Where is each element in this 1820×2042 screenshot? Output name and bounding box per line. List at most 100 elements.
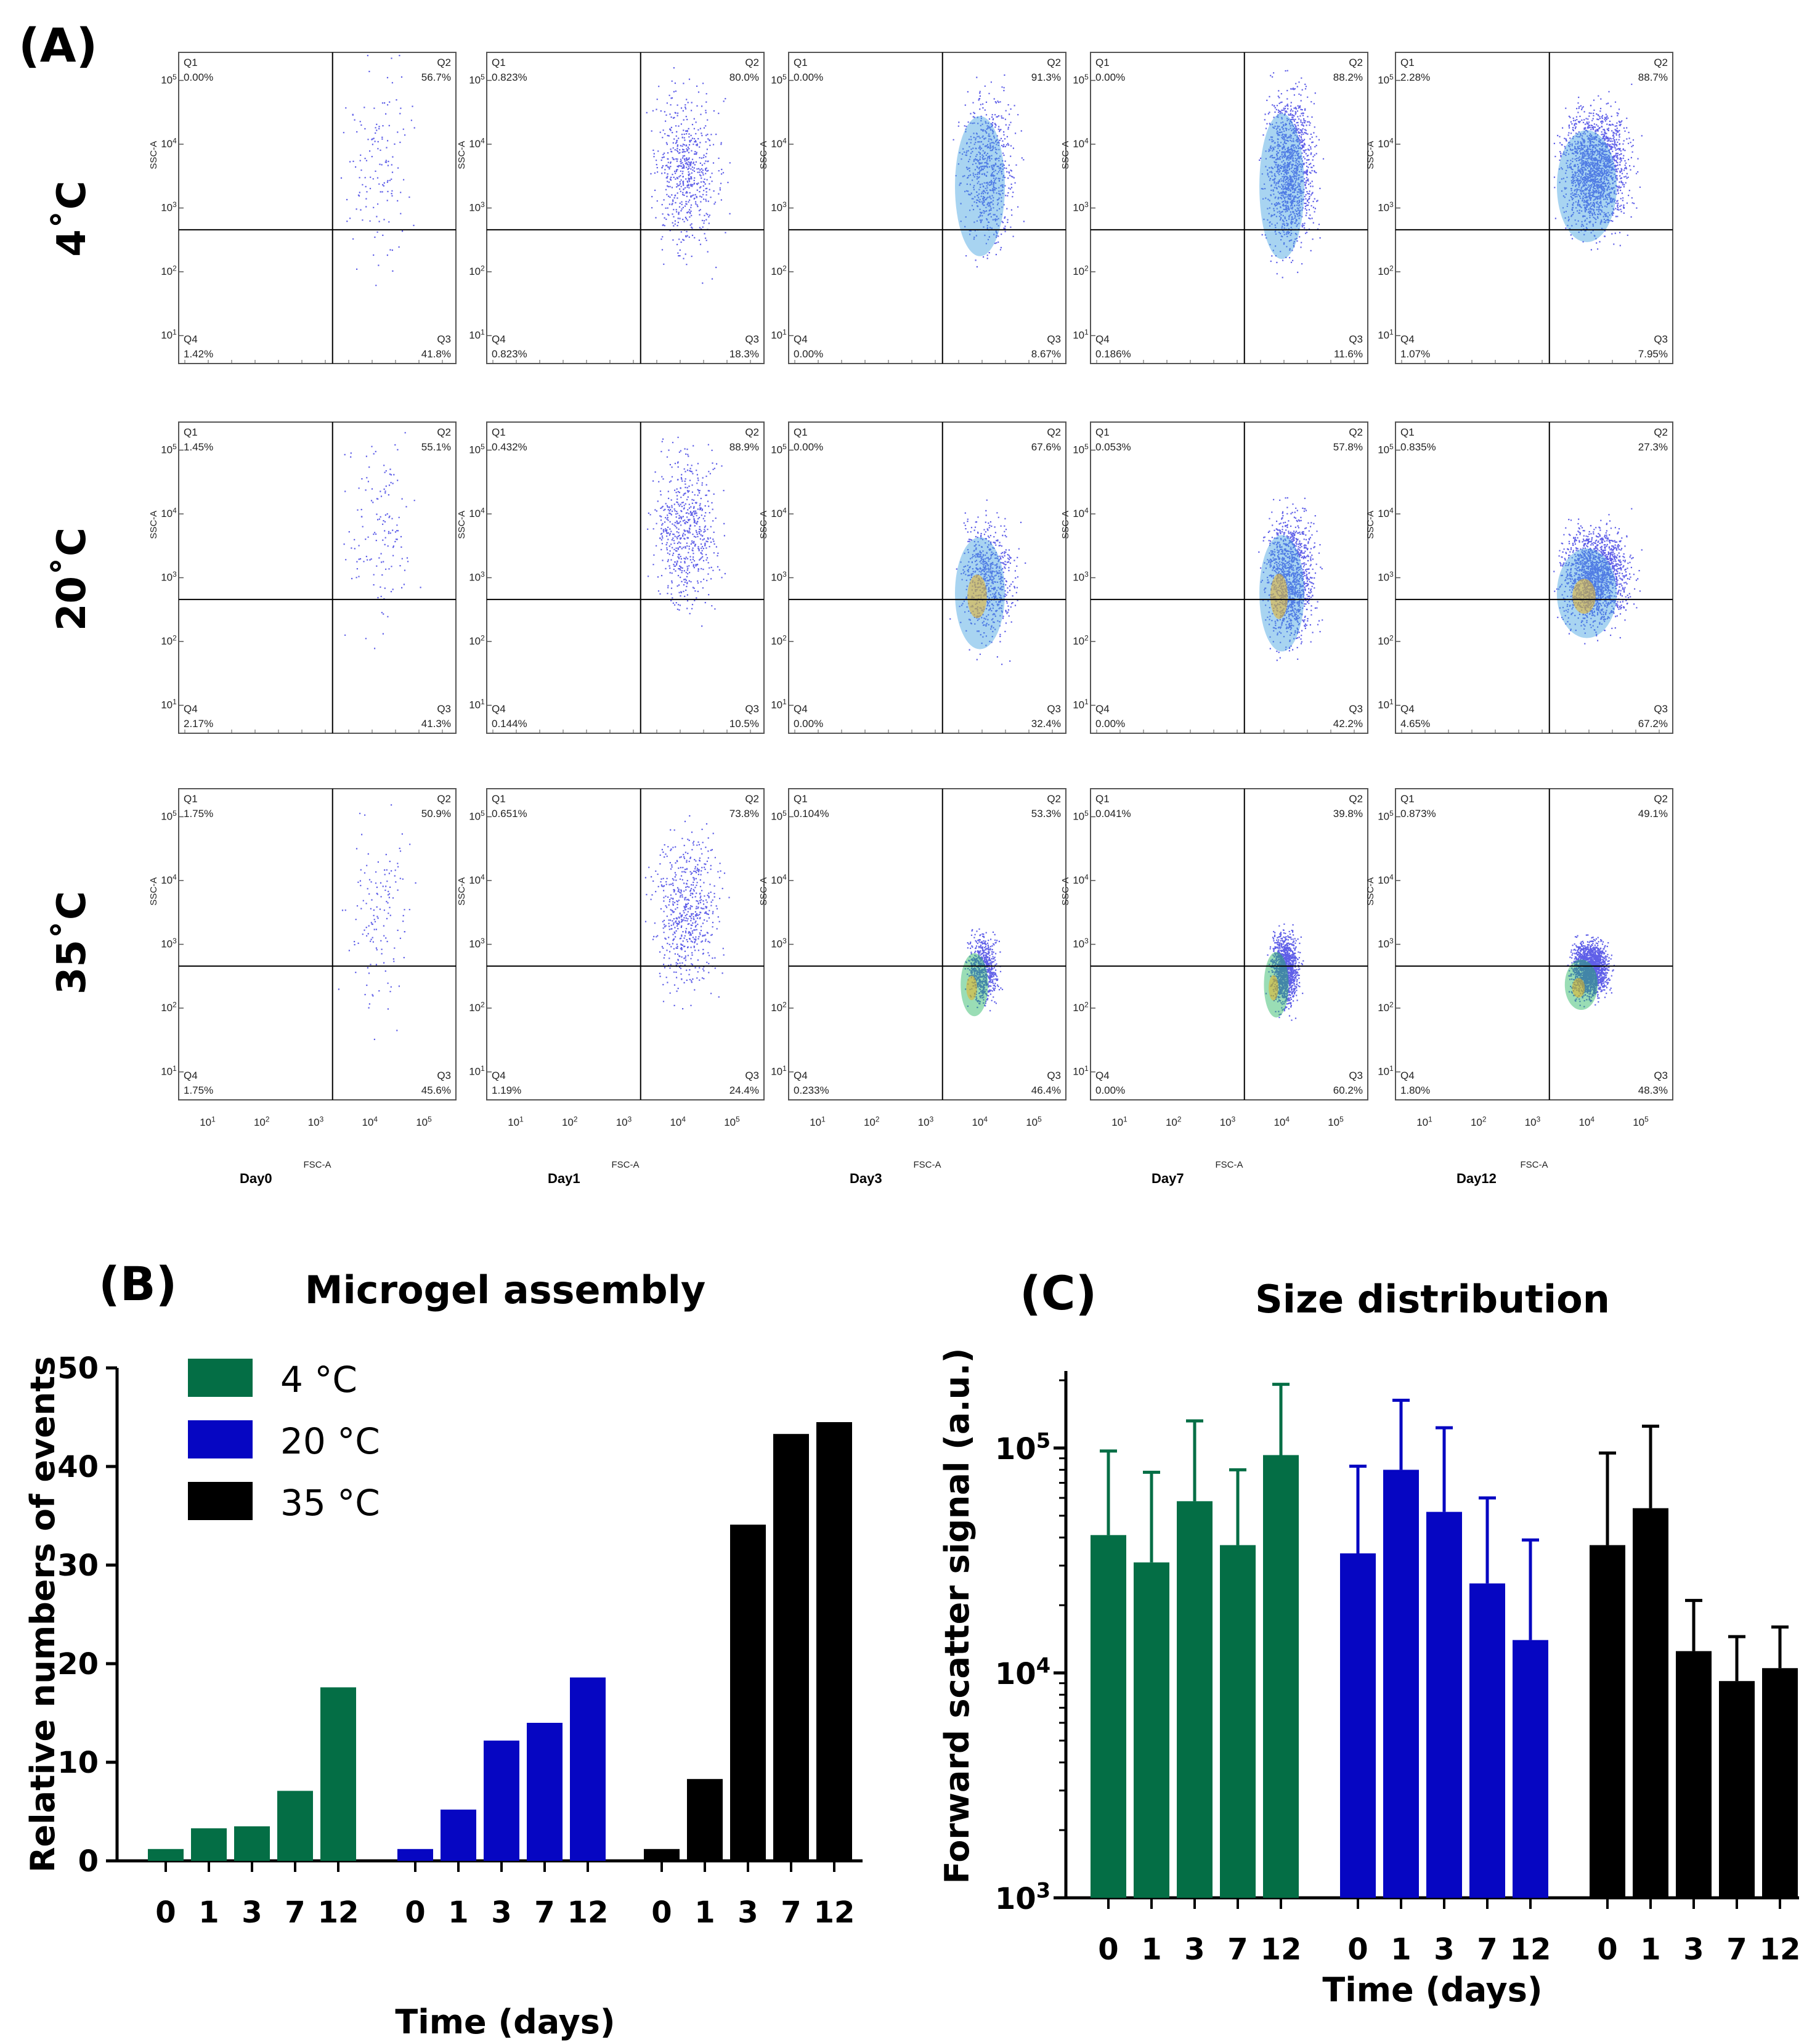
- x-tick: 102: [1471, 1115, 1487, 1128]
- x-tick: 105: [1026, 1115, 1042, 1128]
- density-core: [955, 116, 1005, 256]
- y-axis-name: SSC-A: [148, 877, 159, 906]
- y-tick: 101: [771, 698, 787, 711]
- flow-plot-r0-c3: Q1 0.00% Q2 88.2% Q3 11.6% Q4 0.186% 101 102 103 10…: [1060, 52, 1368, 364]
- x-tick-label: 1: [198, 1895, 219, 1930]
- scatter-events: [343, 432, 421, 649]
- y-tick: 104: [1073, 873, 1089, 886]
- q3-name: Q3: [1349, 1070, 1363, 1081]
- q3-value: 24.4%: [729, 1084, 759, 1096]
- y-tick: 101: [161, 328, 177, 341]
- q2-name: Q2: [1047, 426, 1061, 438]
- q3-name: Q3: [1654, 1070, 1668, 1081]
- y-tick: 104: [1378, 506, 1394, 519]
- flow-plot-r1-c4: Q1 0.835% Q2 27.3% Q3 67.2% Q4 4.65% 101 102 103 10…: [1365, 421, 1673, 734]
- x-tick-label: 1: [694, 1895, 715, 1930]
- scatter-events: [964, 928, 1004, 1012]
- y-tick: 105: [161, 809, 177, 823]
- x-tick-label: 0: [155, 1895, 176, 1930]
- y-axis-name: SSC-A: [1365, 141, 1376, 169]
- y-tick: 105: [1378, 442, 1394, 456]
- y-tick: 102: [161, 1001, 177, 1014]
- y-tick-label: 104: [995, 1654, 1050, 1691]
- q1-name: Q1: [184, 426, 198, 438]
- q3-name: Q3: [745, 1070, 759, 1081]
- row-label-2: 35˚C: [49, 891, 95, 995]
- q4-value: 0.00%: [794, 718, 823, 730]
- y-tick: 101: [469, 328, 485, 341]
- bar-1-0: [1340, 1553, 1376, 1898]
- q3-value: 60.2%: [1333, 1084, 1363, 1096]
- y-tick: 101: [1073, 698, 1089, 711]
- y-tick: 103: [771, 937, 787, 950]
- chart-c-ylabel: Forward scatter signal (a.u.): [938, 1348, 977, 1884]
- day-label: Day7: [1152, 1171, 1184, 1186]
- q1-name: Q1: [1095, 426, 1110, 438]
- plot-frame: [1395, 52, 1673, 364]
- y-tick: 101: [1073, 328, 1089, 341]
- y-tick-label: 40: [57, 1450, 99, 1484]
- x-tick-label: 3: [1434, 1932, 1454, 1967]
- y-tick: 101: [161, 1064, 177, 1078]
- day-label: Day12: [1456, 1171, 1497, 1186]
- x-tick-label: 7: [781, 1895, 801, 1930]
- y-tick: 102: [161, 264, 177, 278]
- q2-name: Q2: [745, 793, 759, 805]
- plot-frame: [1090, 52, 1368, 364]
- x-tick-label: 12: [318, 1895, 359, 1930]
- q4-name: Q4: [794, 333, 808, 345]
- y-tick: 103: [1378, 937, 1394, 950]
- bar-0-2: [1177, 1501, 1213, 1898]
- q4-name: Q4: [184, 703, 198, 715]
- y-tick: 102: [771, 634, 787, 648]
- y-tick: 105: [161, 73, 177, 86]
- scatter-events: [647, 436, 726, 627]
- x-tick: 102: [864, 1115, 880, 1128]
- plot-frame: [788, 788, 1066, 1100]
- q2-name: Q2: [745, 426, 759, 438]
- y-tick: 103: [161, 570, 177, 584]
- y-tick: 104: [161, 136, 177, 150]
- q4-value: 1.42%: [184, 348, 213, 360]
- y-tick: 105: [1073, 73, 1089, 86]
- q3-value: 32.4%: [1031, 718, 1061, 730]
- plot-frame: [1395, 788, 1673, 1100]
- q4-name: Q4: [1400, 703, 1415, 715]
- q4-value: 0.00%: [1095, 1084, 1125, 1096]
- flow-plot-r1-c3: Q1 0.053% Q2 57.8% Q3 42.2% Q4 0.00% 101 102 103 10…: [1060, 421, 1368, 734]
- q1-value: 0.00%: [794, 441, 823, 453]
- density-peak: [1269, 975, 1278, 1001]
- q2-value: 88.9%: [729, 441, 759, 453]
- q2-value: 88.7%: [1638, 71, 1668, 83]
- q2-value: 88.2%: [1333, 71, 1363, 83]
- y-tick: 105: [771, 73, 787, 86]
- x-axis-name: FSC-A: [1216, 1160, 1243, 1170]
- y-tick: 104: [1073, 136, 1089, 150]
- legend-label: 20 °C: [280, 1420, 380, 1462]
- x-tick-label: 0: [405, 1895, 425, 1930]
- q4-value: 1.19%: [492, 1084, 521, 1096]
- q1-name: Q1: [1095, 57, 1110, 68]
- q2-name: Q2: [1349, 57, 1363, 68]
- x-tick-label: 3: [242, 1895, 262, 1930]
- y-axis-name: SSC-A: [457, 141, 467, 169]
- row-label-0: 4˚C: [49, 181, 95, 257]
- q2-name: Q2: [1047, 57, 1061, 68]
- y-tick: 101: [1378, 698, 1394, 711]
- scatter-events: [644, 815, 730, 1010]
- bar-1-3: [1469, 1583, 1505, 1898]
- q1-name: Q1: [184, 57, 198, 68]
- y-tick: 104: [1073, 506, 1089, 519]
- x-axis-name: FSC-A: [914, 1160, 941, 1170]
- y-axis-name: SSC-A: [1365, 877, 1376, 906]
- flow-plot-r0-c4: Q1 2.28% Q2 88.7% Q3 7.95% Q4 1.07% 101 102 103 104…: [1365, 52, 1673, 364]
- x-tick: 101: [1416, 1115, 1432, 1128]
- chart-b-xlabel: Time (days): [395, 2003, 615, 2041]
- q3-value: 46.4%: [1031, 1084, 1061, 1096]
- bar-1-1: [1383, 1470, 1419, 1898]
- q3-value: 67.2%: [1638, 718, 1668, 730]
- q2-value: 27.3%: [1638, 441, 1668, 453]
- x-tick-label: 7: [534, 1895, 555, 1930]
- bar-0-4: [320, 1687, 356, 1861]
- plot-frame: [1395, 421, 1673, 734]
